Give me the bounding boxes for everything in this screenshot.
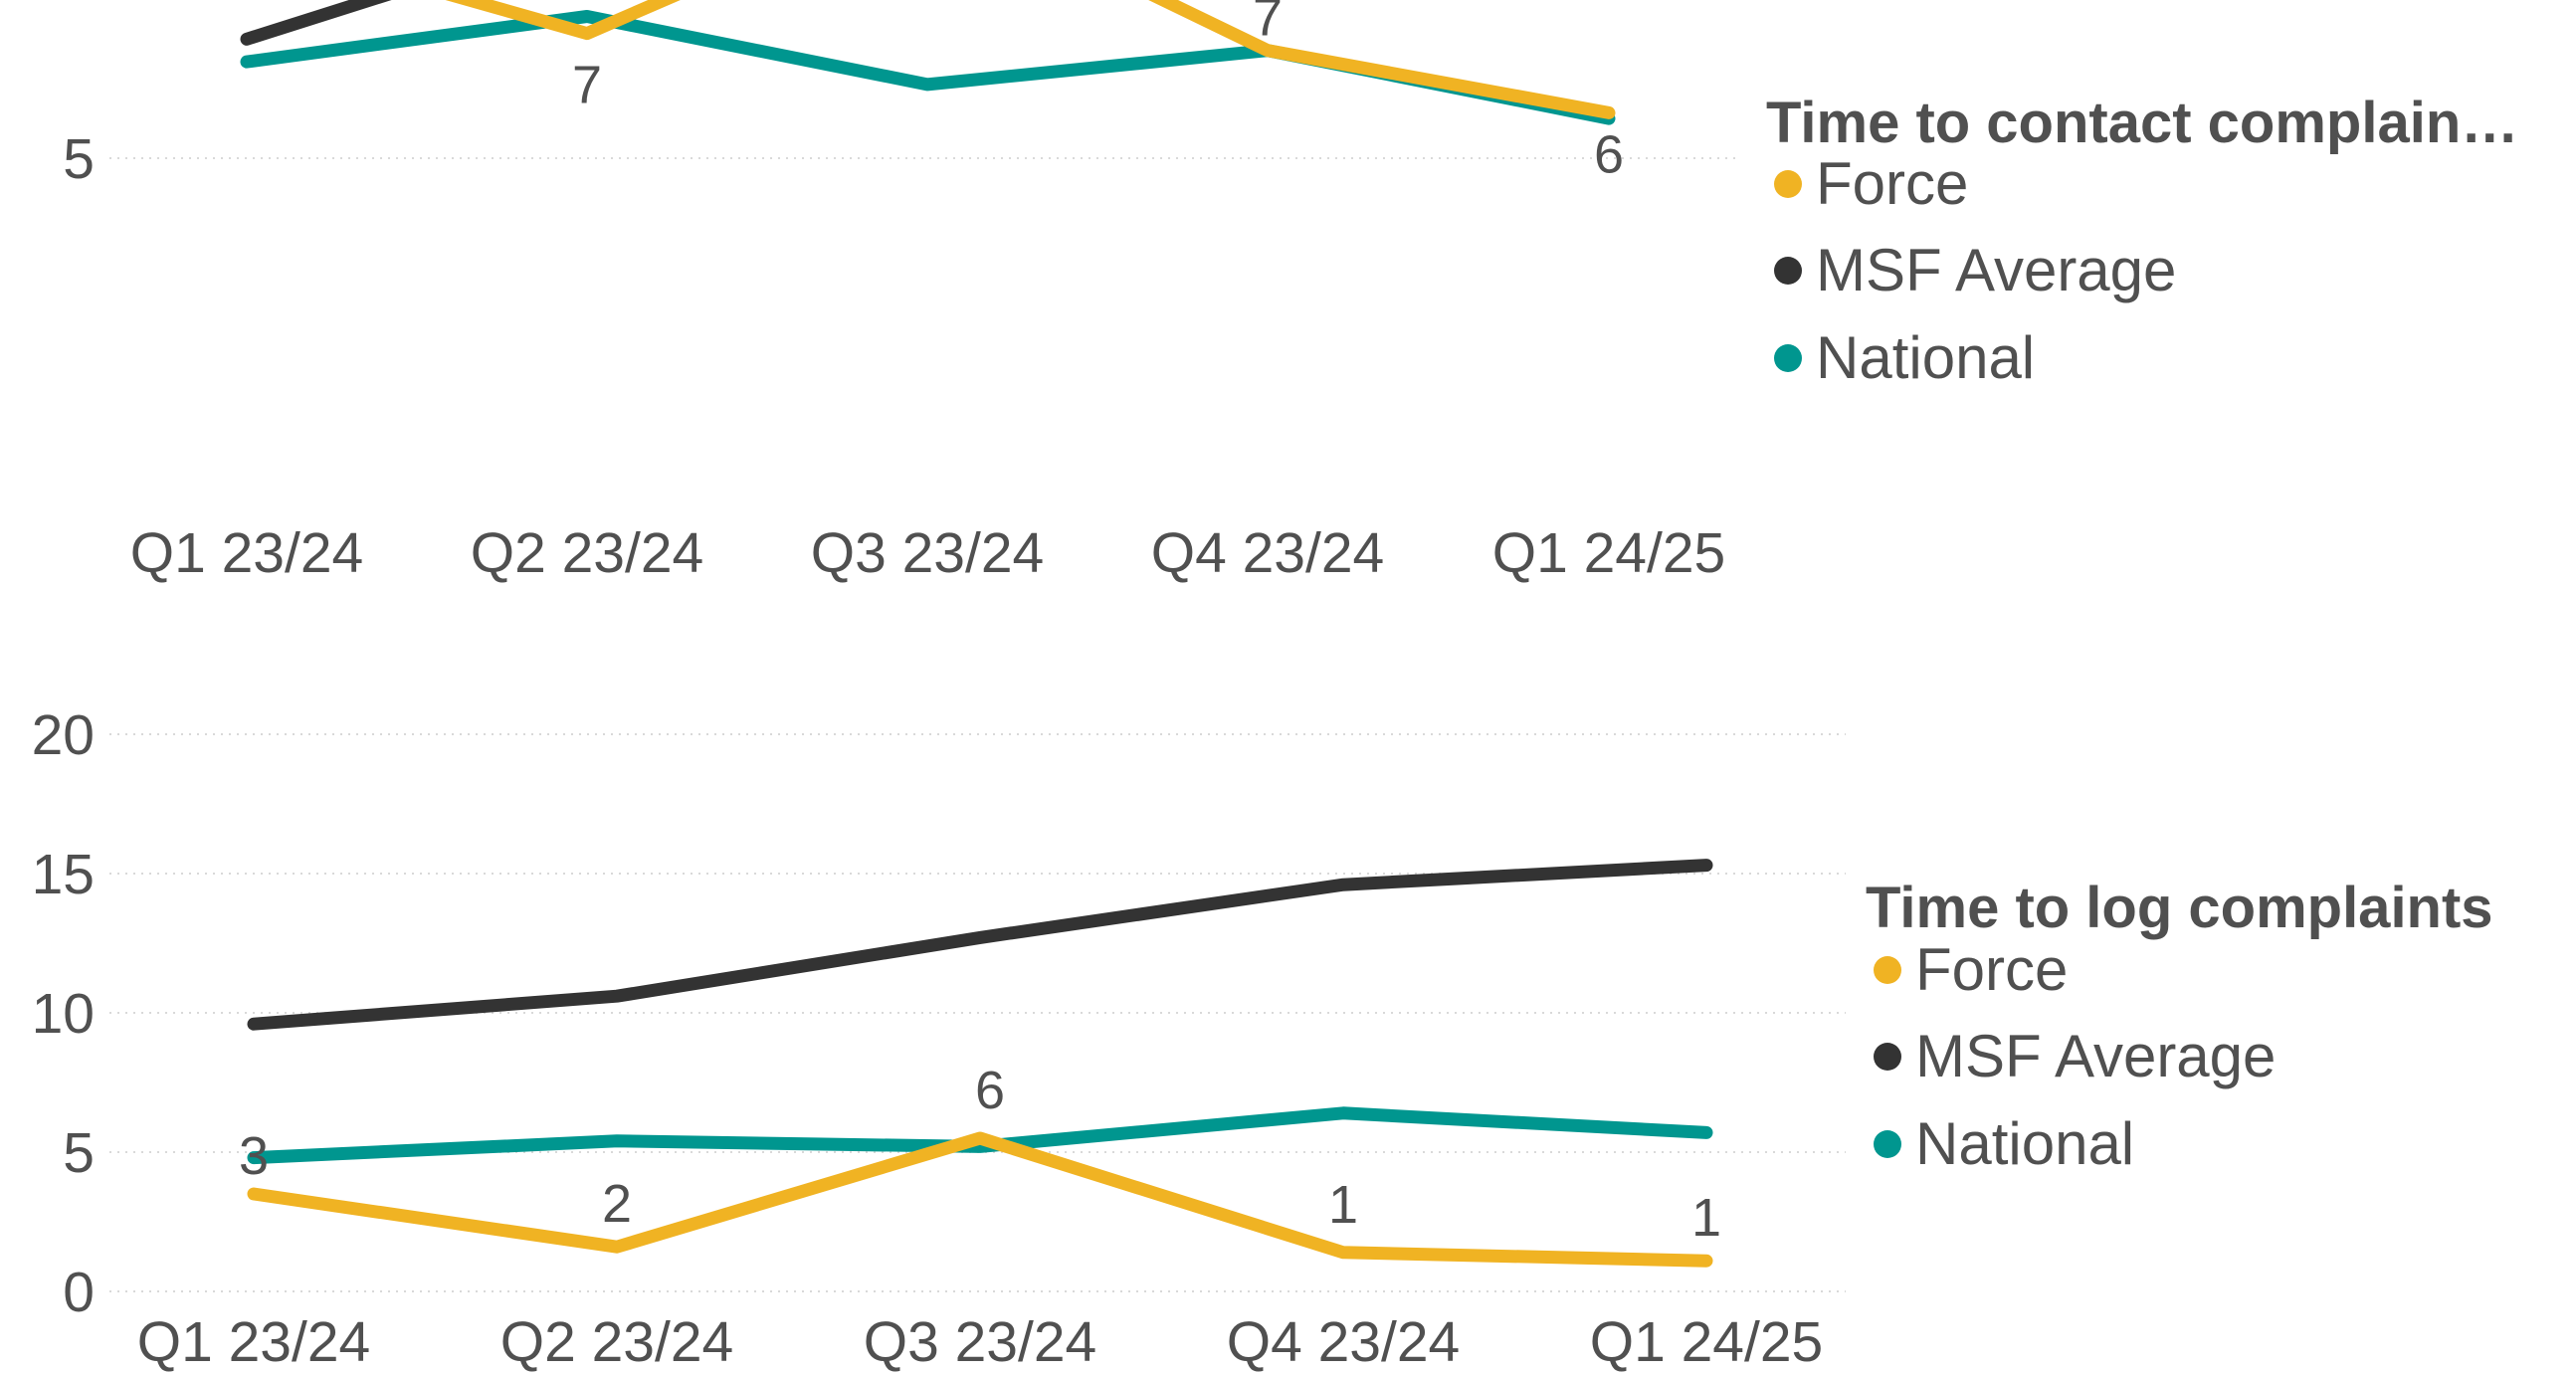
legend-marker (1874, 1043, 1901, 1071)
data-label: 2 (602, 1174, 632, 1234)
x-tick-label: Q1 24/25 (1590, 1310, 1824, 1374)
x-tick-label: Q1 23/24 (130, 521, 364, 585)
x-tick-label: Q2 23/24 (471, 521, 704, 585)
series-line-national (240, 10, 1616, 125)
y-tick-label: 0 (63, 1261, 95, 1324)
x-tick-label: Q3 23/24 (864, 1310, 1097, 1374)
series-line-msf-average (247, 859, 1713, 1031)
data-label: 1 (1328, 1175, 1358, 1235)
legend-item: MSF Average (1816, 237, 2176, 303)
x-tick-label: Q2 23/24 (500, 1310, 734, 1374)
legend-marker (1774, 257, 1802, 285)
y-tick-label: 10 (32, 982, 95, 1046)
x-tick-label: Q1 24/25 (1492, 521, 1726, 585)
legend-item: National (1816, 324, 2035, 391)
x-tick-label: Q1 23/24 (137, 1310, 371, 1374)
legend-item: Force (1816, 150, 1968, 217)
legend-title: Time to contact complain… (1766, 91, 2518, 155)
y-tick-label: 20 (32, 703, 95, 767)
x-tick-label: Q4 23/24 (1151, 521, 1385, 585)
legend-marker (1774, 170, 1802, 198)
legend-title: Time to log complaints (1866, 876, 2493, 940)
x-tick-label: Q3 23/24 (811, 521, 1045, 585)
y-tick-label: 5 (63, 127, 95, 191)
data-label: 7 (1253, 0, 1283, 48)
data-label: 6 (975, 1061, 1005, 1120)
y-tick-label: 15 (32, 843, 95, 906)
series-line-force (445, 0, 1616, 119)
data-label: 1 (1691, 1188, 1721, 1248)
legend-item: MSF Average (1915, 1023, 2276, 1089)
y-tick-label: 5 (63, 1121, 95, 1185)
legend-marker (1874, 1130, 1901, 1158)
chart-2: 0 5 10 15 20 Q1 23/24 Q2 23/24 Q3 23/24 Q4 23/24… (32, 703, 2493, 1374)
data-label: 7 (572, 56, 602, 115)
data-label: 6 (1594, 124, 1624, 184)
legend-item: National (1915, 1110, 2134, 1177)
legend-marker (1774, 344, 1802, 372)
series-line-national (247, 1106, 1713, 1165)
legend-item: Force (1915, 936, 2068, 1003)
series-line-force (247, 1131, 1713, 1268)
legend-marker (1874, 956, 1901, 984)
x-tick-label: Q4 23/24 (1227, 1310, 1461, 1374)
data-label: 3 (239, 1126, 269, 1186)
